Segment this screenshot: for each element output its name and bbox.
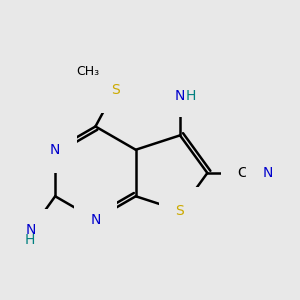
Text: S: S — [176, 204, 184, 218]
Text: N: N — [90, 212, 100, 226]
Text: H: H — [186, 89, 196, 103]
Text: N: N — [26, 223, 36, 237]
Text: S: S — [111, 82, 120, 97]
Text: H: H — [166, 80, 176, 94]
Text: CH₃: CH₃ — [76, 65, 100, 78]
Text: N: N — [262, 166, 273, 180]
Text: N: N — [50, 143, 60, 157]
Text: N: N — [175, 89, 185, 103]
Text: H: H — [25, 233, 35, 247]
Text: H: H — [27, 213, 38, 226]
Text: C: C — [237, 166, 247, 180]
